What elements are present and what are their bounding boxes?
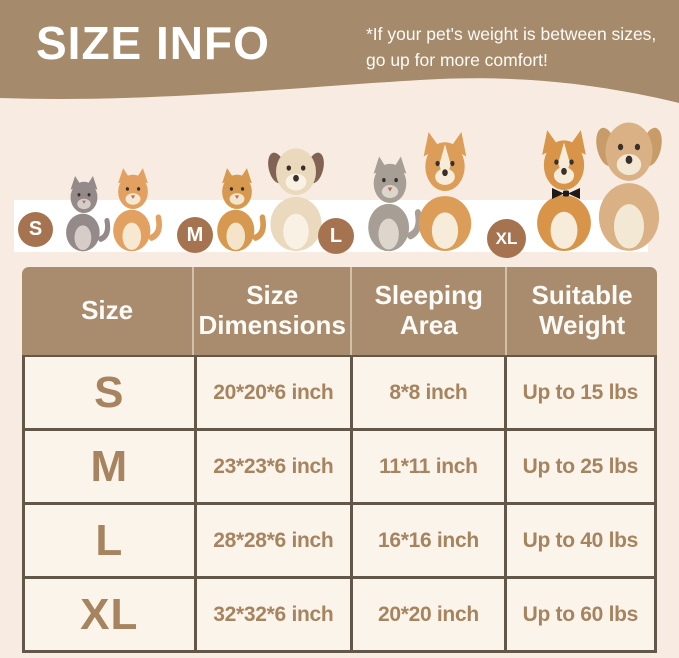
size-badge-xl: XL xyxy=(487,219,526,258)
bowtie-icon xyxy=(552,188,580,199)
cell-size: XL xyxy=(80,589,139,639)
cell-size: M xyxy=(90,441,129,491)
banner-wave-shape xyxy=(0,0,679,103)
cell-sleeping-area: 8*8 inch xyxy=(350,357,503,428)
size-table: Size Size Dimensions Sleeping Area Suita… xyxy=(22,267,657,653)
size-table-body: S 20*20*6 inch 8*8 inch Up to 15 lbs M 2… xyxy=(22,355,657,653)
sizing-note: *If your pet's weight is between sizes, … xyxy=(366,24,657,71)
cell-weight: Up to 60 lbs xyxy=(503,579,654,650)
cell-dimensions: 32*32*6 inch xyxy=(193,579,351,650)
size-badge-l: L xyxy=(318,218,354,254)
cell-weight: Up to 25 lbs xyxy=(503,431,654,502)
pet-group-l xyxy=(356,130,486,252)
cell-size: S xyxy=(94,367,125,417)
page-title: SIZE INFO xyxy=(36,17,270,69)
table-row-m: M 23*23*6 inch 11*11 inch Up to 25 lbs xyxy=(25,428,654,502)
column-header-sleeping-area: Sleeping Area xyxy=(350,267,505,355)
cell-dimensions: 23*23*6 inch xyxy=(193,431,351,502)
table-row-l: L 28*28*6 inch 16*16 inch Up to 40 lbs xyxy=(25,502,654,576)
size-badge-m: M xyxy=(177,217,213,253)
fluffy-tan-dog-icon xyxy=(582,112,676,252)
size-table-header-row: Size Size Dimensions Sleeping Area Suita… xyxy=(22,267,657,355)
corgi-icon xyxy=(404,130,486,252)
cell-weight: Up to 40 lbs xyxy=(503,505,654,576)
pet-group-s xyxy=(56,166,164,252)
table-row-s: S 20*20*6 inch 8*8 inch Up to 15 lbs xyxy=(25,357,654,428)
cell-sleeping-area: 16*16 inch xyxy=(350,505,503,576)
orange-kitten-icon xyxy=(102,166,164,252)
pet-group-xl xyxy=(522,112,676,252)
column-header-size-dimensions: Size Dimensions xyxy=(192,267,350,355)
cell-weight: Up to 15 lbs xyxy=(503,357,654,428)
cell-size: L xyxy=(95,515,124,565)
cell-dimensions: 28*28*6 inch xyxy=(193,505,351,576)
pet-group-m xyxy=(206,140,336,252)
size-badge-s: S xyxy=(18,212,53,247)
cell-dimensions: 20*20*6 inch xyxy=(193,357,351,428)
cell-sleeping-area: 20*20 inch xyxy=(350,579,503,650)
column-header-suitable-weight: Suitable Weight xyxy=(505,267,657,355)
table-row-xl: XL 32*32*6 inch 20*20 inch Up to 60 lbs xyxy=(25,576,654,650)
column-header-size: Size xyxy=(81,295,134,326)
cell-sleeping-area: 11*11 inch xyxy=(350,431,503,502)
